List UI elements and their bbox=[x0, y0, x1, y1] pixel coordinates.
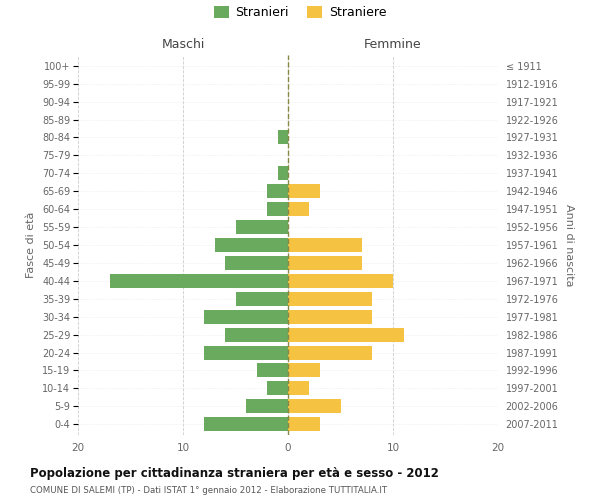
Text: Maschi: Maschi bbox=[161, 38, 205, 52]
Bar bbox=[288, 364, 320, 378]
Bar bbox=[288, 238, 361, 252]
Bar bbox=[288, 292, 372, 306]
Y-axis label: Anni di nascita: Anni di nascita bbox=[564, 204, 574, 286]
Bar bbox=[288, 418, 320, 431]
Y-axis label: Fasce di età: Fasce di età bbox=[26, 212, 37, 278]
Bar bbox=[225, 328, 288, 342]
Bar bbox=[267, 202, 288, 216]
Bar bbox=[204, 310, 288, 324]
Bar bbox=[288, 382, 309, 396]
Bar bbox=[288, 400, 341, 413]
Bar bbox=[288, 202, 309, 216]
Bar bbox=[235, 292, 288, 306]
Bar bbox=[225, 256, 288, 270]
Bar bbox=[110, 274, 288, 288]
Bar bbox=[267, 184, 288, 198]
Bar bbox=[267, 382, 288, 396]
Bar bbox=[204, 418, 288, 431]
Bar bbox=[288, 184, 320, 198]
Bar bbox=[288, 256, 361, 270]
Bar bbox=[257, 364, 288, 378]
Bar bbox=[288, 328, 404, 342]
Bar bbox=[288, 310, 372, 324]
Text: COMUNE DI SALEMI (TP) - Dati ISTAT 1° gennaio 2012 - Elaborazione TUTTITALIA.IT: COMUNE DI SALEMI (TP) - Dati ISTAT 1° ge… bbox=[30, 486, 387, 495]
Bar bbox=[277, 166, 288, 180]
Bar bbox=[277, 130, 288, 144]
Bar bbox=[215, 238, 288, 252]
Text: Femmine: Femmine bbox=[364, 38, 422, 52]
Bar bbox=[235, 220, 288, 234]
Bar bbox=[246, 400, 288, 413]
Bar bbox=[288, 274, 393, 288]
Bar bbox=[204, 346, 288, 360]
Legend: Stranieri, Straniere: Stranieri, Straniere bbox=[209, 1, 391, 24]
Text: Popolazione per cittadinanza straniera per età e sesso - 2012: Popolazione per cittadinanza straniera p… bbox=[30, 468, 439, 480]
Bar bbox=[288, 346, 372, 360]
